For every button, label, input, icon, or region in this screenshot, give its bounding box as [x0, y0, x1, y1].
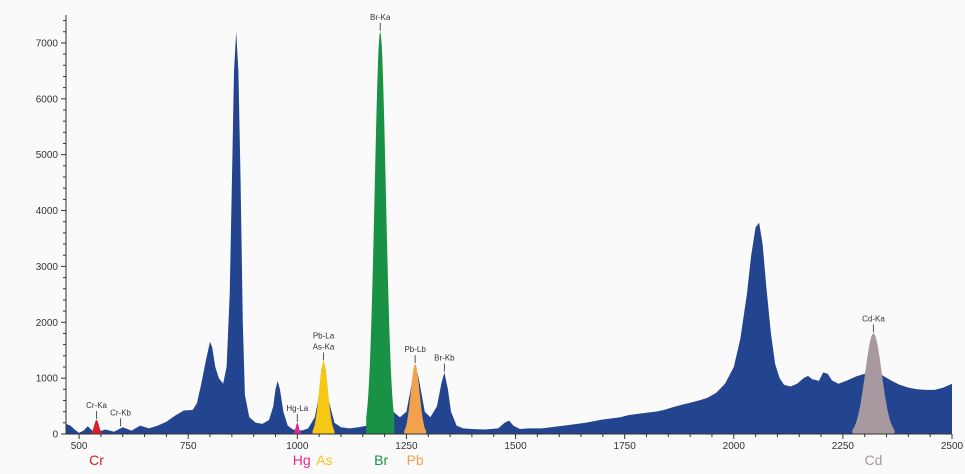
peak-annotation-label: Br-Kb — [434, 354, 455, 363]
element-label-br: Br — [374, 452, 388, 468]
x-tick-label: 500 — [71, 441, 88, 452]
element-label-cr: Cr — [89, 452, 104, 468]
peak-annotation: Pb-La As-Ka — [313, 331, 335, 361]
y-tick-label: 6000 — [36, 94, 59, 105]
y-tick-label: 4000 — [36, 206, 59, 217]
peak-br-ka — [366, 31, 395, 435]
peak-cd-ka — [852, 333, 895, 434]
peak-cr-ka — [90, 420, 103, 434]
spectrum-area-layer — [66, 31, 952, 435]
peak-annotation: Pb-Lb — [404, 345, 426, 364]
y-tick-label: 5000 — [36, 150, 59, 161]
element-label-pb: Pb — [407, 452, 424, 468]
y-tick-label: 2000 — [36, 318, 59, 329]
x-tick-label: 750 — [180, 441, 197, 452]
y-tick-label: 0 — [52, 430, 58, 441]
x-tick-label: 1250 — [395, 441, 418, 452]
highlighted-peaks-layer — [90, 31, 895, 435]
x-tick-label: 1750 — [614, 441, 637, 452]
x-tick-label: 1000 — [286, 441, 309, 452]
peak-annotation-label: Hg-La — [286, 404, 308, 413]
x-tick-label: 2500 — [941, 441, 964, 452]
peak-annotation-label: As-Ka — [313, 342, 335, 351]
y-tick-label: 7000 — [36, 38, 59, 49]
peak-annotation-label: Cr-Ka — [86, 401, 107, 410]
peak-pb-lb — [404, 364, 427, 434]
peak-annotation: Cr-Kb — [110, 408, 132, 427]
peak-annotation-label: Br-Ka — [370, 13, 391, 22]
spectrum-area-series — [66, 31, 952, 435]
peak-as-ka — [312, 361, 335, 434]
peak-annotation-label: Cr-Kb — [110, 408, 131, 417]
y-tick-label: 3000 — [36, 262, 59, 273]
peak-annotation: Hg-La — [286, 404, 309, 422]
y-tick-label: 1000 — [36, 374, 59, 385]
x-tick-label: 2250 — [832, 441, 855, 452]
x-tick-label: 2000 — [723, 441, 746, 452]
peak-annotation: Br-Kb — [434, 354, 455, 372]
element-label-as: As — [316, 452, 332, 468]
peak-annotation: Cr-Ka — [86, 401, 108, 420]
peak-hg-la — [293, 422, 302, 434]
peak-annotation-label: Cd-Ka — [862, 314, 885, 323]
element-label-hg: Hg — [293, 452, 311, 468]
peak-annotation: Br-Ka — [370, 13, 391, 31]
axes-layer: 0 1000 2000 3000 4000 5000 6000 7000 500 750 1000 1… — [36, 15, 964, 452]
element-labels-layer: Cr Hg As Br Pb Cd — [89, 452, 882, 468]
peak-annotation-label: Pb-Lb — [404, 345, 426, 354]
x-tick-label: 1500 — [504, 441, 527, 452]
element-label-cd: Cd — [864, 452, 882, 468]
peak-annotation: Cd-Ka — [862, 314, 885, 333]
peak-annotation-label: Pb-La — [313, 331, 335, 340]
